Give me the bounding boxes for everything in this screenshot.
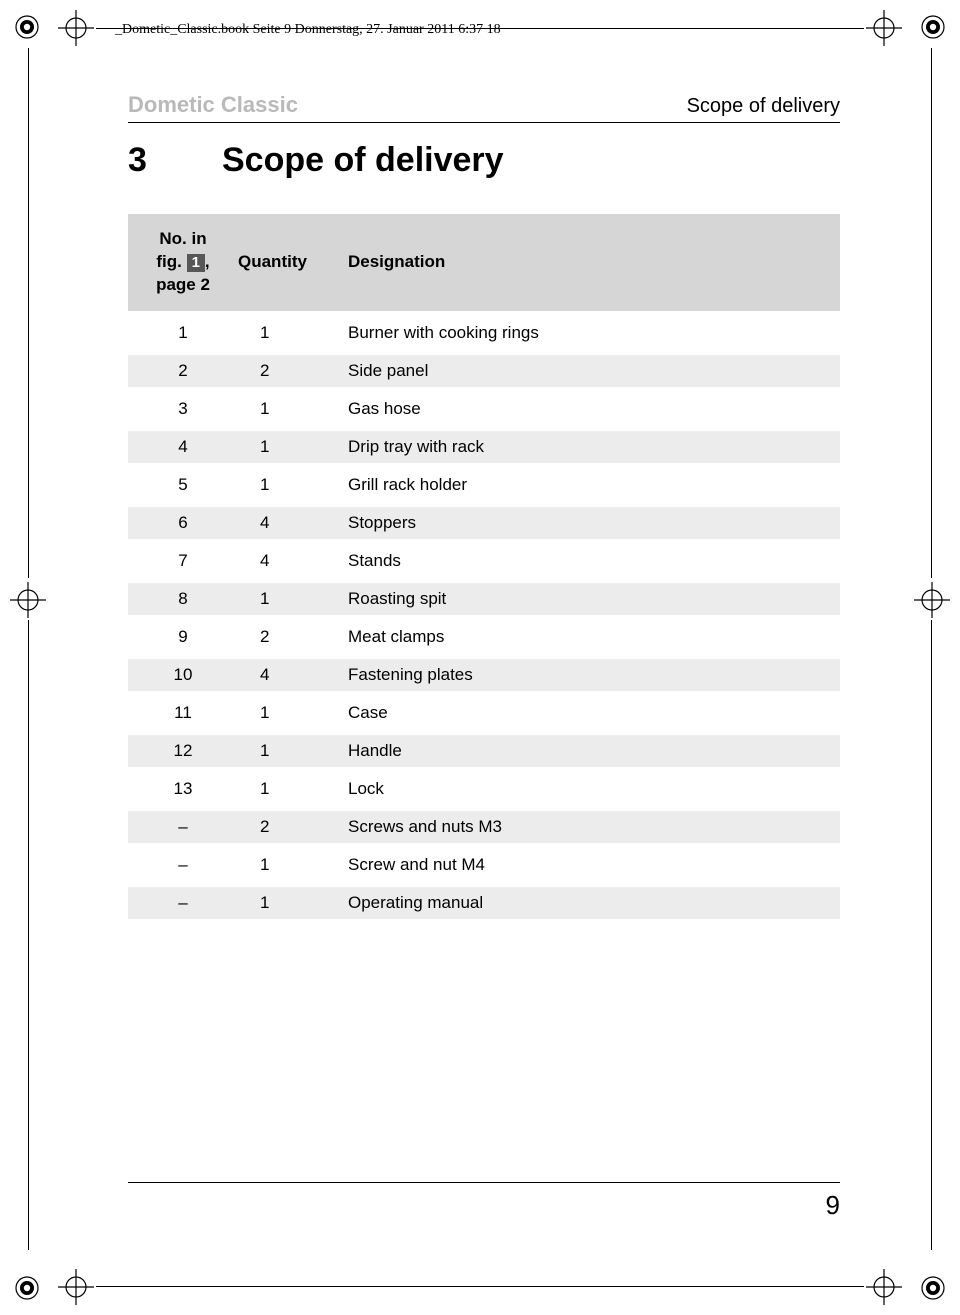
cell-no: 12 [128, 735, 238, 767]
cell-quantity: 1 [238, 393, 338, 425]
crop-mark-icon [920, 1275, 946, 1301]
cell-designation: Screws and nuts M3 [338, 811, 840, 843]
cell-no: 7 [128, 545, 238, 577]
crop-line [96, 1286, 864, 1287]
table-header-designation: Designation [338, 214, 840, 311]
cell-no: 10 [128, 659, 238, 691]
cell-designation: Drip tray with rack [338, 431, 840, 463]
registration-mark-icon [912, 580, 952, 620]
header-no-line1: No. in [159, 229, 206, 248]
table-row: –1Screw and nut M4 [128, 849, 840, 881]
cell-designation: Operating manual [338, 887, 840, 919]
table-row: 41Drip tray with rack [128, 431, 840, 463]
header-no-line2a: fig. [156, 252, 182, 271]
cell-designation: Handle [338, 735, 840, 767]
table-row: 131Lock [128, 773, 840, 805]
crop-line [28, 48, 29, 578]
table-row: 11Burner with cooking rings [128, 317, 840, 349]
table-row: 64Stoppers [128, 507, 840, 539]
table-row: 51Grill rack holder [128, 469, 840, 501]
table-row: 111Case [128, 697, 840, 729]
footer-rule [128, 1182, 840, 1183]
header-no-line3: page 2 [156, 275, 210, 294]
table-row: 22Side panel [128, 355, 840, 387]
cell-quantity: 1 [238, 887, 338, 919]
cell-designation: Roasting spit [338, 583, 840, 615]
cell-designation: Fastening plates [338, 659, 840, 691]
table-row: 121Handle [128, 735, 840, 767]
table-row: 81Roasting spit [128, 583, 840, 615]
cell-quantity: 4 [238, 545, 338, 577]
table-row: –2Screws and nuts M3 [128, 811, 840, 843]
cell-no: – [128, 887, 238, 919]
registration-mark-icon [56, 1267, 96, 1307]
cell-quantity: 1 [238, 317, 338, 349]
table-row: 92Meat clamps [128, 621, 840, 653]
header-no-line2b: , [205, 252, 210, 271]
cell-no: 2 [128, 355, 238, 387]
cell-quantity: 4 [238, 507, 338, 539]
running-head-left: Dometic Classic [128, 92, 298, 118]
cell-quantity: 2 [238, 811, 338, 843]
cell-designation: Stoppers [338, 507, 840, 539]
cell-no: 4 [128, 431, 238, 463]
cell-no: – [128, 849, 238, 881]
cell-no: 13 [128, 773, 238, 805]
cell-quantity: 4 [238, 659, 338, 691]
cell-no: 1 [128, 317, 238, 349]
registration-mark-icon [864, 8, 904, 48]
cell-designation: Gas hose [338, 393, 840, 425]
cell-designation: Case [338, 697, 840, 729]
crop-line [931, 620, 932, 1250]
table-row: –1Operating manual [128, 887, 840, 919]
table-header-row: No. in fig. 1, page 2 Quantity Designati… [128, 214, 840, 311]
chapter-title: Scope of delivery [222, 141, 504, 180]
cell-designation: Grill rack holder [338, 469, 840, 501]
page-content: Dometic Classic Scope of delivery 3 Scop… [128, 92, 840, 925]
cell-designation: Side panel [338, 355, 840, 387]
cell-designation: Screw and nut M4 [338, 849, 840, 881]
cell-quantity: 1 [238, 773, 338, 805]
table-row: 74Stands [128, 545, 840, 577]
cell-no: – [128, 811, 238, 843]
source-file-line: _Dometic_Classic.book Seite 9 Donnerstag… [115, 22, 501, 38]
table-row: 104Fastening plates [128, 659, 840, 691]
table-row: 31Gas hose [128, 393, 840, 425]
cell-designation: Stands [338, 545, 840, 577]
cell-quantity: 1 [238, 431, 338, 463]
cell-quantity: 1 [238, 735, 338, 767]
cell-no: 11 [128, 697, 238, 729]
cell-quantity: 1 [238, 849, 338, 881]
crop-mark-icon [920, 14, 946, 40]
scope-of-delivery-table: No. in fig. 1, page 2 Quantity Designati… [128, 208, 840, 925]
chapter-heading: 3 Scope of delivery [128, 141, 840, 180]
chapter-number: 3 [128, 141, 222, 180]
cell-no: 5 [128, 469, 238, 501]
cell-quantity: 1 [238, 697, 338, 729]
crop-mark-icon [14, 14, 40, 40]
crop-line [931, 48, 932, 578]
crop-mark-icon [14, 1275, 40, 1301]
cell-designation: Lock [338, 773, 840, 805]
registration-mark-icon [8, 580, 48, 620]
cell-no: 8 [128, 583, 238, 615]
table-header-no: No. in fig. 1, page 2 [128, 214, 238, 311]
figure-number-badge: 1 [187, 254, 205, 272]
registration-mark-icon [56, 8, 96, 48]
cell-designation: Meat clamps [338, 621, 840, 653]
page-number: 9 [826, 1190, 840, 1221]
cell-quantity: 2 [238, 621, 338, 653]
cell-no: 6 [128, 507, 238, 539]
cell-quantity: 1 [238, 469, 338, 501]
cell-quantity: 2 [238, 355, 338, 387]
crop-line [28, 620, 29, 1250]
cell-no: 9 [128, 621, 238, 653]
cell-no: 3 [128, 393, 238, 425]
table-header-quantity: Quantity [238, 214, 338, 311]
running-head: Dometic Classic Scope of delivery [128, 92, 840, 123]
cell-designation: Burner with cooking rings [338, 317, 840, 349]
cell-quantity: 1 [238, 583, 338, 615]
registration-mark-icon [864, 1267, 904, 1307]
running-head-right: Scope of delivery [687, 95, 840, 118]
